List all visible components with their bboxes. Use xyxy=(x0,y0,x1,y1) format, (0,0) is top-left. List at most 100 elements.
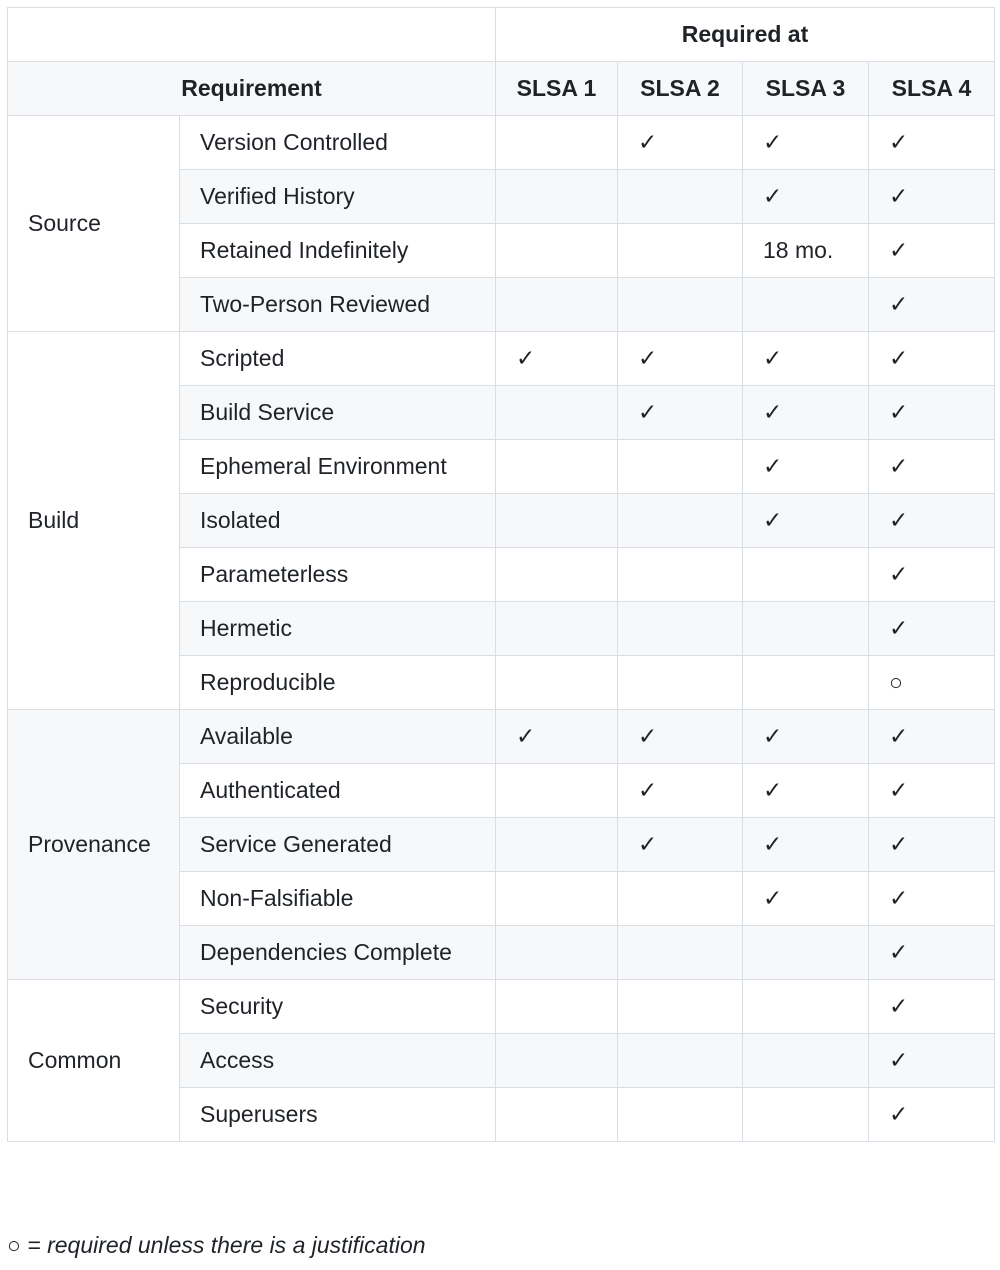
header-level: SLSA 4 xyxy=(868,61,995,116)
level-cell xyxy=(617,925,743,980)
level-cell xyxy=(495,601,618,656)
check-icon: ✓ xyxy=(868,979,995,1034)
level-cell xyxy=(495,763,618,818)
check-icon: ✓ xyxy=(868,763,995,818)
check-icon: ✓ xyxy=(868,601,995,656)
check-icon: ✓ xyxy=(868,277,995,332)
group-cell: Build xyxy=(7,331,180,710)
table-row: Superusers ✓ xyxy=(8,1087,995,1142)
level-cell xyxy=(495,115,618,170)
circle-icon: ○ xyxy=(868,655,995,710)
check-icon: ✓ xyxy=(742,709,869,764)
level-cell xyxy=(617,169,743,224)
check-icon: ✓ xyxy=(742,763,869,818)
table-row: Hermetic ✓ xyxy=(8,601,995,656)
table-row: Verified History ✓ ✓ xyxy=(8,169,995,224)
check-icon: ✓ xyxy=(742,331,869,386)
table-row: Access ✓ xyxy=(8,1033,995,1088)
level-cell xyxy=(742,277,869,332)
requirement-cell: Retained Indefinitely xyxy=(179,223,496,278)
check-icon: ✓ xyxy=(742,817,869,872)
level-cell xyxy=(617,979,743,1034)
check-icon: ✓ xyxy=(617,331,743,386)
slsa-requirements-table: Required at Requirement SLSA 1 SLSA 2 SL… xyxy=(7,7,995,1142)
level-cell xyxy=(742,1033,869,1088)
check-icon: ✓ xyxy=(868,1033,995,1088)
group-cell: Provenance xyxy=(7,709,180,980)
level-cell xyxy=(617,1087,743,1142)
level-cell xyxy=(495,169,618,224)
group-cell: Source xyxy=(7,115,180,332)
header-level: SLSA 3 xyxy=(742,61,869,116)
level-cell xyxy=(495,1087,618,1142)
table-row: Isolated ✓ ✓ xyxy=(8,493,995,548)
level-cell xyxy=(495,871,618,926)
header-required-at: Required at xyxy=(495,7,995,62)
check-icon: ✓ xyxy=(868,709,995,764)
check-icon: ✓ xyxy=(868,871,995,926)
check-icon: ✓ xyxy=(868,817,995,872)
requirement-cell: Scripted xyxy=(179,331,496,386)
requirement-cell: Isolated xyxy=(179,493,496,548)
check-icon: ✓ xyxy=(617,817,743,872)
check-icon: ✓ xyxy=(495,709,618,764)
level-cell xyxy=(742,1087,869,1142)
requirement-cell: Hermetic xyxy=(179,601,496,656)
level-cell xyxy=(495,925,618,980)
check-icon: ✓ xyxy=(868,439,995,494)
check-icon: ✓ xyxy=(617,763,743,818)
requirement-cell: Ephemeral Environment xyxy=(179,439,496,494)
table-row: Retained Indefinitely 18 mo. ✓ xyxy=(8,223,995,278)
level-cell xyxy=(495,979,618,1034)
table-row: Provenance Available ✓ ✓ ✓ ✓ xyxy=(7,709,995,980)
check-icon: ✓ xyxy=(868,493,995,548)
requirement-cell: Security xyxy=(179,979,496,1034)
footnote: ○ = required unless there is a justifica… xyxy=(7,1232,426,1258)
requirement-cell: Reproducible xyxy=(179,655,496,710)
level-cell xyxy=(495,1033,618,1088)
level-cell xyxy=(742,601,869,656)
level-cell xyxy=(617,1033,743,1088)
table-row: Dependencies Complete ✓ xyxy=(8,925,995,980)
level-cell xyxy=(495,547,618,602)
level-cell xyxy=(495,655,618,710)
check-icon: ✓ xyxy=(742,115,869,170)
table-row: Common Security ✓ xyxy=(7,979,995,1142)
requirement-cell: Non-Falsifiable xyxy=(179,871,496,926)
level-cell xyxy=(495,223,618,278)
table-row: Service Generated ✓ ✓ ✓ xyxy=(8,817,995,872)
check-icon: ✓ xyxy=(868,223,995,278)
level-cell xyxy=(617,655,743,710)
requirement-cell: Parameterless xyxy=(179,547,496,602)
table-row: Reproducible ○ xyxy=(8,655,995,710)
check-icon: ✓ xyxy=(868,925,995,980)
table-row: Two-Person Reviewed ✓ xyxy=(8,277,995,332)
level-cell xyxy=(617,277,743,332)
level-cell xyxy=(495,385,618,440)
header-requirement: Requirement xyxy=(7,61,496,116)
level-cell xyxy=(617,493,743,548)
check-icon: ✓ xyxy=(742,493,869,548)
level-cell xyxy=(495,439,618,494)
level-cell xyxy=(495,817,618,872)
check-icon: ✓ xyxy=(617,709,743,764)
level-cell xyxy=(742,655,869,710)
table-row: Source Version Controlled ✓ ✓ ✓ xyxy=(7,115,995,332)
level-cell xyxy=(742,547,869,602)
level-cell xyxy=(617,223,743,278)
check-icon: ✓ xyxy=(742,385,869,440)
level-cell xyxy=(742,979,869,1034)
header-row-top: Required at xyxy=(7,7,995,62)
level-cell xyxy=(617,871,743,926)
level-cell xyxy=(742,925,869,980)
requirement-cell: Dependencies Complete xyxy=(179,925,496,980)
header-empty-cell xyxy=(7,7,496,62)
level-cell xyxy=(495,277,618,332)
requirement-cell: Available xyxy=(179,709,496,764)
check-icon: ✓ xyxy=(742,439,869,494)
check-icon: ✓ xyxy=(868,385,995,440)
header-level: SLSA 2 xyxy=(617,61,743,116)
table-row: Parameterless ✓ xyxy=(8,547,995,602)
level-cell xyxy=(495,493,618,548)
level-cell xyxy=(617,601,743,656)
